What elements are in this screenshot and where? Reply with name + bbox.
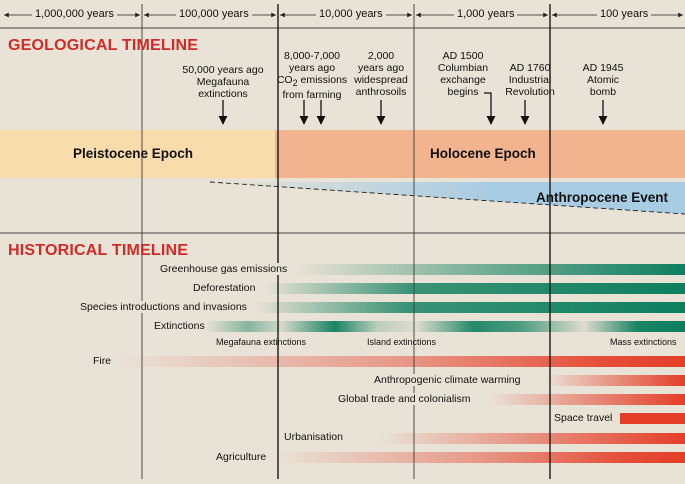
historical-title: HISTORICAL TIMELINE — [8, 242, 189, 259]
row-label-deforestation: Deforestation — [191, 282, 258, 294]
event-industrial-revolution: AD 1760 Industrial Revolution — [497, 62, 563, 98]
co2-prefix: CO — [276, 74, 293, 86]
row-label-fire: Fire — [93, 355, 112, 367]
event-columbian-l4: begins — [447, 86, 479, 98]
event-industrial-l2: Industrial — [508, 74, 552, 86]
event-atomic-l3: bomb — [589, 86, 617, 98]
event-megafauna-l2: Megafauna — [196, 76, 250, 88]
co2-suffix: emissions — [297, 74, 348, 86]
event-co2-l4: from farming — [282, 89, 342, 102]
scale-dividers — [141, 4, 551, 479]
bar-deforestation — [265, 283, 685, 294]
event-arrows — [218, 92, 608, 125]
event-atomic-l1: AD 1945 — [582, 62, 624, 74]
historical-bars — [120, 264, 685, 463]
row-label-greenhouse: Greenhouse gas emissions — [158, 263, 290, 275]
event-industrial-l1: AD 1760 — [509, 62, 551, 74]
bar-urban — [380, 433, 685, 444]
bar-space — [620, 413, 685, 424]
event-columbian-l2: Columbian — [437, 62, 489, 74]
event-anthrosoils-l4: anthrosoils — [355, 86, 407, 98]
holocene-band — [275, 130, 685, 178]
scale-label-10k: 10,000 years — [316, 8, 386, 20]
bar-greenhouse — [295, 264, 685, 275]
bar-climate — [545, 375, 685, 386]
anthropocene-band — [210, 182, 685, 214]
phase-mass: Mass extinctions — [610, 337, 677, 347]
co2-subscript: 2 — [292, 78, 298, 89]
event-co2-l3: CO2 emissions — [272, 74, 352, 89]
row-label-space: Space travel — [552, 412, 615, 424]
event-megafauna: 50,000 years ago Megafauna extinctions — [168, 64, 278, 100]
row-label-trade: Global trade and colonialism — [336, 393, 473, 405]
event-anthrosoils-l2: years ago — [357, 62, 405, 74]
row-label-urban: Urbanisation — [282, 431, 345, 443]
bar-fire — [120, 356, 685, 367]
anthropocene-label: Anthropocene Event — [536, 190, 669, 205]
event-anthrosoils: 2,000 years ago widespread anthrosoils — [346, 50, 416, 98]
geological-title: GEOLOGICAL TIMELINE — [8, 37, 199, 54]
event-co2-l1: 8,000-7,000 — [283, 50, 341, 62]
bar-species — [255, 302, 685, 313]
scale-label-100k: 100,000 years — [176, 8, 252, 20]
row-label-extinctions: Extinctions — [152, 320, 207, 332]
bar-trade — [490, 394, 685, 405]
event-co2-l2: years ago — [288, 62, 336, 74]
bar-extinctions — [205, 321, 685, 332]
scale-label-100: 100 years — [597, 8, 652, 20]
scale-label-1k: 1,000 years — [454, 8, 518, 20]
event-columbian-l1: AD 1500 — [442, 50, 484, 62]
phase-megafauna: Megafauna extinctions — [216, 337, 307, 347]
pleistocene-band — [0, 130, 275, 178]
event-atomic-bomb: AD 1945 Atomic bomb — [573, 62, 633, 98]
event-atomic-l2: Atomic — [586, 74, 620, 86]
event-industrial-l3: Revolution — [505, 86, 555, 98]
event-anthrosoils-l1: 2,000 — [367, 50, 395, 62]
event-megafauna-l1: 50,000 years ago — [182, 64, 264, 76]
holocene-label: Holocene Epoch — [430, 146, 536, 161]
event-megafauna-l3: extinctions — [198, 88, 248, 100]
event-anthrosoils-l3: widespread — [354, 74, 408, 86]
bar-agriculture — [275, 452, 685, 463]
event-co2-farming: 8,000-7,000 years ago CO2 emissions from… — [272, 50, 352, 101]
row-label-climate: Anthropogenic climate warming — [372, 374, 523, 386]
row-label-agriculture: Agriculture — [214, 451, 269, 463]
anthropocene-boundary — [209, 181, 685, 215]
pleistocene-label: Pleistocene Epoch — [73, 146, 194, 161]
event-columbian-l3: exchange — [440, 74, 486, 86]
phase-island: Island extinctions — [367, 337, 437, 347]
scale-label-1m: 1,000,000 years — [32, 8, 117, 20]
row-label-species: Species introductions and invasions — [78, 301, 249, 313]
event-columbian-exchange: AD 1500 Columbian exchange begins — [428, 50, 498, 98]
